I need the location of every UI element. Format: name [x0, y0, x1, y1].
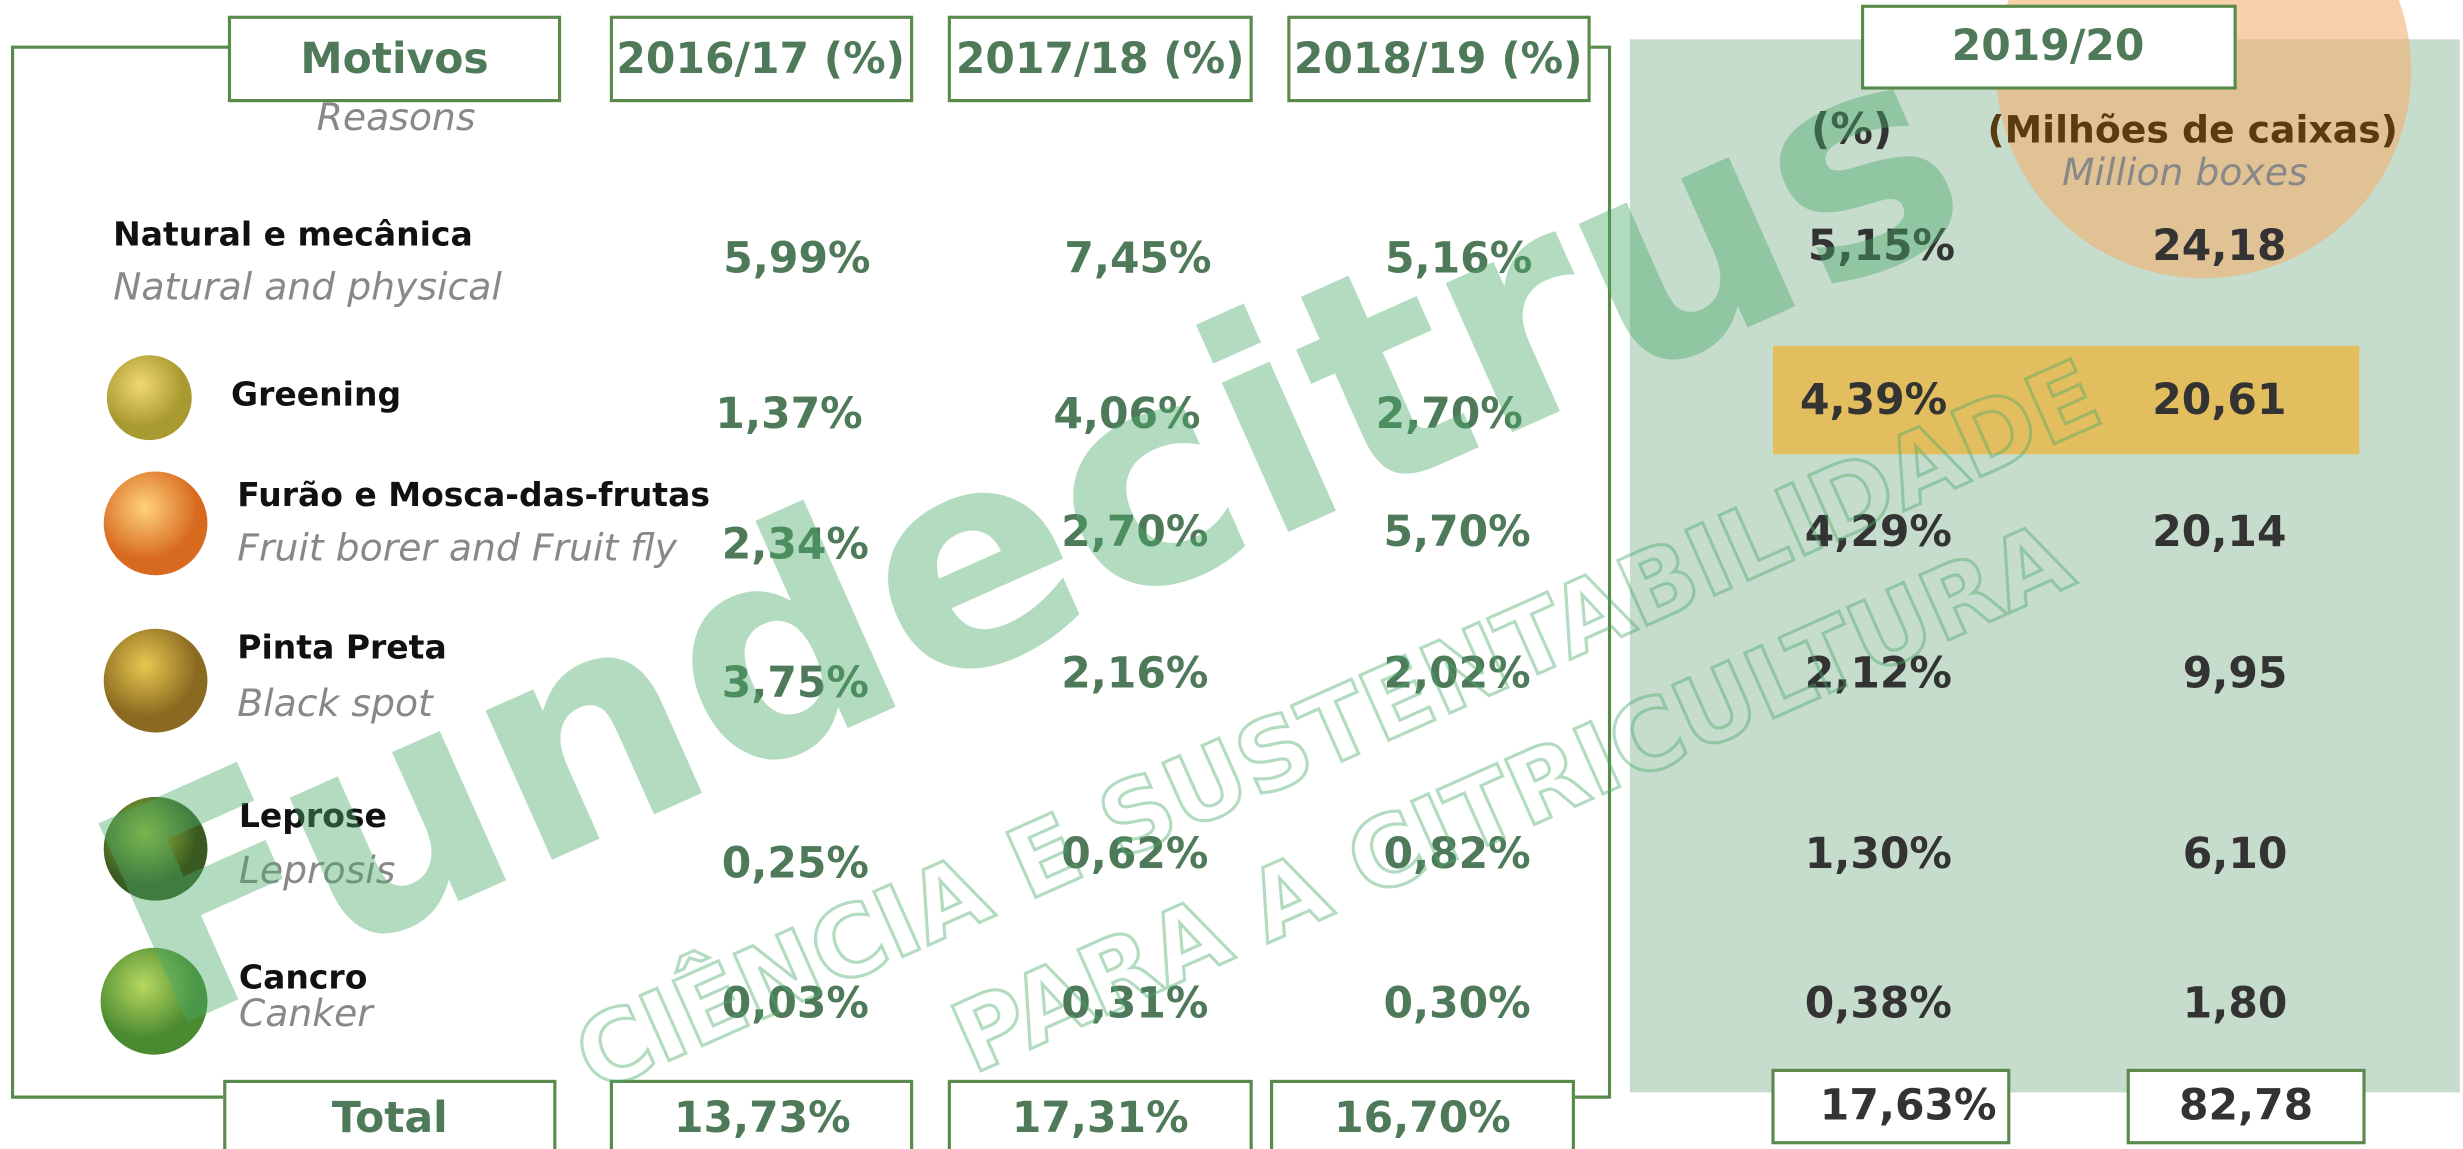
header: (%)	[1811, 106, 1892, 155]
cell: 2,70%	[1061, 508, 1208, 557]
fruit-icon	[100, 947, 208, 1055]
total-cell: 17,31%	[1012, 1094, 1189, 1143]
row-name: Leprose	[239, 796, 387, 835]
header-box	[947, 15, 1253, 103]
row-name: Greening	[231, 375, 401, 414]
cell: 0,38%	[1805, 979, 1952, 1028]
total-cell: 16,70%	[1334, 1094, 1511, 1143]
cell: 0,82%	[1383, 830, 1530, 879]
cell: 2,70%	[1376, 390, 1523, 439]
cell: 4,06%	[1053, 390, 1200, 439]
fruit-icon	[106, 355, 192, 441]
header: 2019/20	[1952, 22, 2145, 71]
cell: 20,14	[2152, 508, 2286, 557]
header-en: Million boxes	[2062, 150, 2308, 194]
total-cell: 17,63%	[1820, 1082, 1997, 1131]
frame	[1574, 45, 1612, 1099]
cell: 9,95	[2183, 649, 2288, 698]
cell: 0,03%	[722, 979, 869, 1028]
row-name: Pinta Preta	[237, 628, 446, 667]
cell: 7,45%	[1064, 234, 1211, 283]
row-name: Furão e Mosca-das-frutas	[237, 475, 710, 514]
cell: 2,02%	[1383, 649, 1530, 698]
cell: 5,99%	[723, 234, 870, 283]
header-en: Reasons	[317, 95, 476, 139]
total-box	[947, 1079, 1253, 1149]
row-name-en: Black spot	[237, 681, 434, 725]
fruit-icon	[103, 471, 208, 576]
cell: 0,30%	[1383, 979, 1530, 1028]
total-box	[1270, 1079, 1575, 1149]
row-name-en: Natural and physical	[113, 265, 502, 309]
highlight	[1772, 345, 2360, 455]
total-box	[223, 1079, 557, 1149]
frame	[10, 45, 232, 1099]
cell: 3,75%	[722, 659, 869, 708]
row-name-en: Canker	[239, 991, 375, 1035]
table-rows: Natural e mecânica Natural and physical 5,…	[113, 214, 2313, 1143]
cell: 2,16%	[1061, 649, 1208, 698]
fruit-icon	[103, 796, 208, 901]
cell: 1,30%	[1805, 830, 1952, 879]
header-box	[609, 15, 914, 103]
header: 2018/19 (%)	[1294, 35, 1583, 84]
cell: 20,61	[2152, 376, 2286, 425]
cell: 1,80	[2183, 979, 2288, 1028]
cell: 4,29%	[1805, 508, 1952, 557]
total-cell: 13,73%	[674, 1094, 851, 1143]
total-box	[609, 1079, 914, 1149]
header-box	[1287, 15, 1591, 103]
total-box	[2126, 1068, 2366, 1145]
row-name-en: Leprosis	[239, 848, 396, 892]
header: Motivos	[300, 35, 488, 84]
header: 2017/18 (%)	[956, 35, 1245, 84]
total-cell: 82,78	[2179, 1082, 2313, 1131]
header-box	[1861, 4, 2237, 90]
cell: 2,12%	[1805, 649, 1952, 698]
fruit-icon	[103, 628, 208, 733]
cell: 5,15%	[1808, 222, 1955, 271]
header: (Milhões de caixas)	[1987, 108, 2397, 152]
cell: 2,34%	[722, 520, 869, 569]
row-name: Natural e mecânica	[113, 214, 473, 253]
cell: 6,10	[2183, 830, 2288, 879]
cell: 4,39%	[1800, 376, 1947, 425]
row-name-en: Fruit borer and Fruit fly	[237, 526, 677, 570]
cell: 5,70%	[1383, 508, 1530, 557]
cell: 0,62%	[1061, 830, 1208, 879]
cell: 0,25%	[722, 840, 869, 889]
cell: 24,18	[2152, 222, 2286, 271]
header-box	[227, 15, 562, 103]
cell: 0,31%	[1061, 979, 1208, 1028]
total-box	[1771, 1068, 2011, 1145]
row-name: Cancro	[239, 958, 368, 997]
total-label: Total	[332, 1094, 448, 1143]
header: 2016/17 (%)	[616, 35, 905, 84]
cell: 5,16%	[1385, 234, 1532, 283]
cell: 1,37%	[715, 390, 862, 439]
